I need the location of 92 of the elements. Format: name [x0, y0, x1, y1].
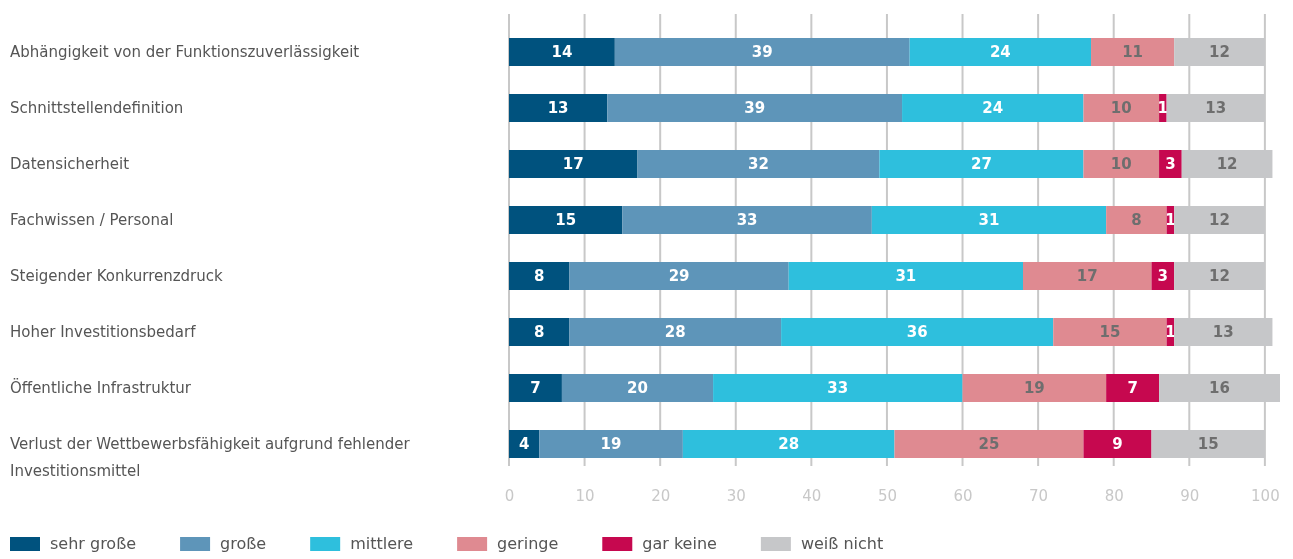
data-label: 28	[664, 323, 686, 341]
bar	[1023, 262, 1152, 290]
data-label: 3	[1157, 267, 1169, 285]
data-label: 17	[1076, 267, 1098, 285]
data-label: 29	[668, 267, 690, 285]
bar	[561, 374, 714, 402]
data-label: 7	[1127, 379, 1138, 397]
bar	[879, 150, 1084, 178]
data-label: 39	[751, 43, 773, 61]
data-label: 10	[1110, 155, 1132, 173]
legend-label: sehr große	[50, 534, 137, 553]
bar	[509, 318, 570, 346]
data-label: 36	[906, 323, 928, 341]
data-label: 7	[530, 379, 541, 397]
y-tick-label: Steigender Konkurrenzdruck	[10, 266, 224, 285]
data-label: 3	[1165, 155, 1176, 173]
bar	[909, 38, 1092, 66]
data-label: 8	[1131, 211, 1142, 229]
bar	[1083, 94, 1160, 122]
data-label: 15	[555, 211, 577, 229]
legend-label: mittlere	[350, 534, 414, 553]
legend-label: weiß nicht	[800, 534, 884, 553]
bar	[788, 262, 1023, 290]
data-label: 19	[600, 435, 622, 453]
bar	[569, 262, 789, 290]
data-label: 31	[895, 267, 917, 285]
bar	[682, 430, 895, 458]
bar	[713, 374, 963, 402]
bar	[614, 38, 910, 66]
y-tick-label: Abhängigkeit von der Funktionszuverlässigkeit	[10, 42, 360, 61]
bar	[509, 38, 615, 66]
data-label: 8	[534, 267, 545, 285]
data-label: 13	[1212, 323, 1234, 341]
data-label: 15	[1099, 323, 1121, 341]
bar	[509, 94, 608, 122]
bar	[1053, 318, 1167, 346]
bar	[509, 150, 638, 178]
data-label: 33	[736, 211, 758, 229]
bar	[902, 94, 1084, 122]
legend-label: gar keine	[642, 534, 717, 553]
y-tick-label: Fachwissen / Personal	[10, 210, 174, 229]
data-label: 8	[534, 323, 545, 341]
bar	[894, 430, 1084, 458]
bar	[1083, 150, 1160, 178]
data-label: 10	[1110, 99, 1132, 117]
data-label: 12	[1209, 267, 1230, 285]
legend-label: geringe	[497, 534, 559, 553]
bar	[1106, 206, 1167, 234]
y-tick-label: Schnittstellendefinition	[10, 98, 184, 117]
data-label: 31	[978, 211, 1000, 229]
y-tick-label: Datensicherheit	[10, 154, 130, 173]
bar	[539, 430, 683, 458]
bar	[871, 206, 1107, 234]
bar	[637, 150, 880, 178]
bar	[569, 318, 782, 346]
bar	[622, 206, 872, 234]
data-label: 13	[547, 99, 569, 117]
data-label: 24	[989, 43, 1011, 61]
data-label: 39	[744, 99, 766, 117]
legend-label: große	[220, 534, 267, 553]
data-label: 14	[551, 43, 573, 61]
bar	[509, 262, 570, 290]
y-tick-label: Öffentliche Infrastruktur	[10, 377, 192, 397]
data-label: 13	[1205, 99, 1227, 117]
bar	[1091, 38, 1175, 66]
y-tick-label: Verlust der Wettbewerbsfähigkeit aufgrund fehlender Investitionsmittel	[10, 434, 411, 480]
data-label: 12	[1216, 155, 1238, 173]
data-label: 12	[1209, 211, 1230, 229]
bar	[509, 374, 562, 402]
data-label: 15	[1197, 435, 1219, 453]
data-label: 12	[1209, 43, 1230, 61]
data-label: 19	[1023, 379, 1045, 397]
data-label: 20	[627, 379, 648, 397]
data-label: 17	[562, 155, 584, 173]
data-label: 27	[970, 155, 992, 173]
bar	[1106, 374, 1160, 402]
data-label: 24	[982, 99, 1004, 117]
bar	[1083, 430, 1152, 458]
data-label: 4	[518, 435, 530, 453]
data-label: 28	[778, 435, 800, 453]
bar	[781, 318, 1054, 346]
data-label: 32	[748, 155, 769, 173]
data-label: 1	[1157, 99, 1169, 117]
data-label: 25	[978, 435, 1000, 453]
bar	[509, 206, 623, 234]
data-label: 16	[1209, 379, 1230, 397]
data-label: 33	[827, 379, 849, 397]
bar	[607, 94, 903, 122]
bar	[962, 374, 1107, 402]
data-label: 9	[1112, 435, 1123, 453]
y-tick-label: Hoher Investitionsbedarf	[10, 322, 197, 341]
data-label: 11	[1122, 43, 1144, 61]
